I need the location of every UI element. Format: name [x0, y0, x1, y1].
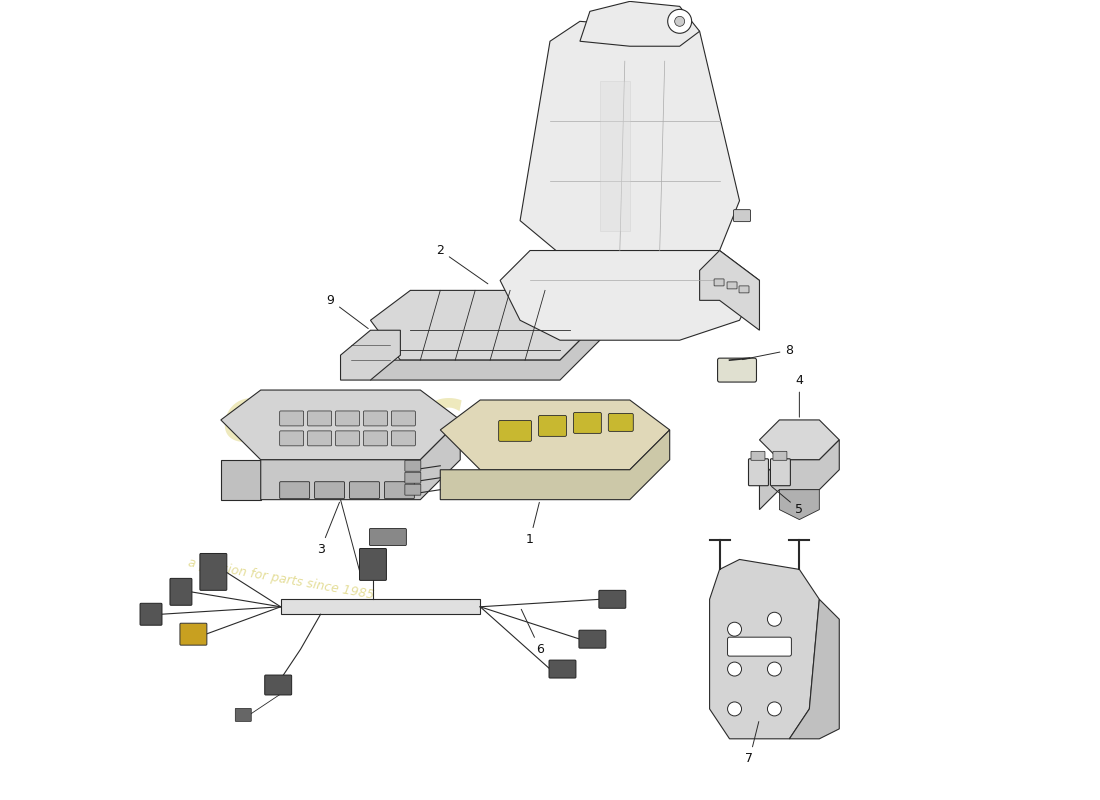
FancyBboxPatch shape: [279, 482, 309, 498]
FancyBboxPatch shape: [405, 460, 421, 471]
Circle shape: [768, 662, 781, 676]
Polygon shape: [500, 250, 759, 340]
Polygon shape: [221, 390, 460, 460]
Polygon shape: [371, 290, 600, 360]
Text: 6: 6: [521, 610, 544, 656]
Polygon shape: [710, 559, 820, 739]
FancyBboxPatch shape: [573, 413, 602, 434]
Polygon shape: [780, 490, 820, 519]
Text: 2: 2: [437, 244, 488, 284]
FancyBboxPatch shape: [773, 451, 786, 460]
FancyBboxPatch shape: [336, 411, 360, 426]
FancyBboxPatch shape: [539, 415, 566, 436]
Polygon shape: [221, 460, 261, 500]
FancyBboxPatch shape: [727, 637, 791, 656]
Text: 8: 8: [742, 344, 793, 359]
Polygon shape: [280, 599, 481, 614]
FancyBboxPatch shape: [315, 482, 344, 498]
FancyBboxPatch shape: [405, 484, 421, 495]
Polygon shape: [520, 22, 739, 270]
FancyBboxPatch shape: [392, 431, 416, 446]
FancyBboxPatch shape: [370, 529, 406, 546]
FancyBboxPatch shape: [350, 482, 380, 498]
Polygon shape: [341, 330, 400, 380]
Polygon shape: [600, 81, 630, 230]
FancyBboxPatch shape: [265, 675, 292, 695]
FancyBboxPatch shape: [405, 472, 421, 483]
FancyBboxPatch shape: [748, 458, 769, 486]
FancyBboxPatch shape: [180, 623, 207, 645]
FancyBboxPatch shape: [751, 451, 764, 460]
FancyBboxPatch shape: [598, 590, 626, 608]
Circle shape: [727, 702, 741, 716]
Circle shape: [727, 662, 741, 676]
FancyBboxPatch shape: [336, 431, 360, 446]
FancyBboxPatch shape: [549, 660, 576, 678]
FancyBboxPatch shape: [363, 431, 387, 446]
Text: 1: 1: [526, 502, 539, 546]
Circle shape: [768, 612, 781, 626]
FancyBboxPatch shape: [360, 549, 386, 580]
FancyBboxPatch shape: [727, 282, 737, 289]
FancyBboxPatch shape: [608, 414, 634, 431]
FancyBboxPatch shape: [770, 458, 791, 486]
FancyBboxPatch shape: [739, 286, 749, 293]
FancyBboxPatch shape: [392, 411, 416, 426]
FancyBboxPatch shape: [308, 411, 331, 426]
Polygon shape: [759, 420, 839, 460]
Text: 7: 7: [746, 722, 759, 766]
Polygon shape: [580, 2, 700, 46]
Circle shape: [674, 16, 684, 26]
Polygon shape: [261, 420, 460, 500]
Polygon shape: [440, 400, 670, 470]
FancyBboxPatch shape: [235, 709, 251, 722]
FancyBboxPatch shape: [363, 411, 387, 426]
Text: 4: 4: [795, 374, 803, 417]
Polygon shape: [759, 440, 839, 510]
FancyBboxPatch shape: [200, 554, 227, 590]
Polygon shape: [790, 599, 839, 739]
FancyBboxPatch shape: [279, 411, 304, 426]
Polygon shape: [440, 430, 670, 500]
Text: 3: 3: [317, 502, 340, 556]
Text: euroc: euroc: [221, 383, 462, 457]
FancyBboxPatch shape: [579, 630, 606, 648]
Text: 9: 9: [327, 294, 368, 329]
Polygon shape: [700, 250, 759, 330]
Circle shape: [727, 622, 741, 636]
FancyBboxPatch shape: [279, 431, 304, 446]
FancyBboxPatch shape: [170, 578, 191, 606]
FancyBboxPatch shape: [308, 431, 331, 446]
FancyBboxPatch shape: [384, 482, 415, 498]
FancyBboxPatch shape: [498, 421, 531, 442]
Text: a passion for parts since 1985: a passion for parts since 1985: [187, 557, 375, 602]
Circle shape: [768, 702, 781, 716]
FancyBboxPatch shape: [717, 358, 757, 382]
Text: 5: 5: [771, 486, 803, 516]
FancyBboxPatch shape: [734, 210, 750, 222]
Circle shape: [668, 10, 692, 34]
FancyBboxPatch shape: [714, 279, 724, 286]
Polygon shape: [371, 320, 600, 380]
FancyBboxPatch shape: [140, 603, 162, 626]
